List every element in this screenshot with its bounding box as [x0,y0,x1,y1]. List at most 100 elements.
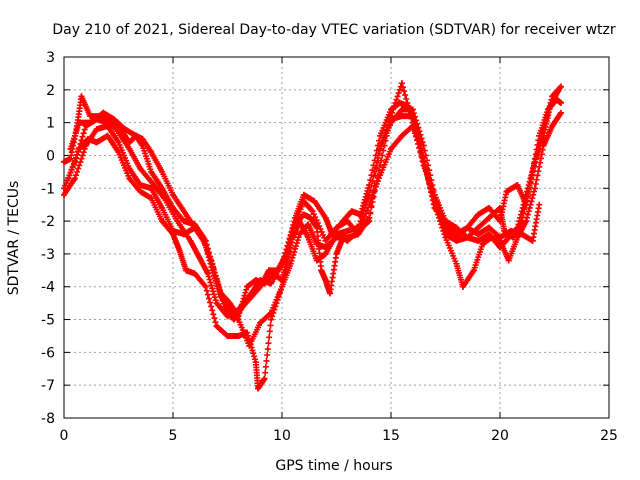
data-point [252,359,259,366]
data-point [115,139,122,146]
data-point [137,181,144,188]
x-tick-label: 0 [60,428,69,444]
data-point [126,175,133,182]
data-point [464,224,471,231]
data-point [226,300,233,307]
data-point [248,293,255,300]
y-tick-label: -8 [41,411,55,427]
data-point [475,211,482,218]
data-point [414,126,421,133]
y-tick-label: 2 [46,83,55,99]
data-point [196,254,203,261]
data-point [405,103,412,110]
data-point [329,231,336,238]
data-point [344,237,351,244]
data-point [202,237,209,244]
data-point [100,109,107,116]
data-point [501,227,508,234]
data-point [126,145,133,152]
data-point [497,204,503,211]
x-tick-label: 20 [491,428,509,444]
data-point [159,218,166,225]
data-point [176,247,183,254]
data-point [61,191,67,198]
y-tick-label: -5 [41,313,55,329]
data-point [505,234,512,241]
data-point [274,267,281,274]
data-point [268,280,275,287]
y-axis-label: SDTVAR / TECUs [6,181,22,296]
data-point [170,191,176,198]
data-point [104,119,111,126]
data-point [268,316,275,323]
data-point [357,211,364,218]
data-point [340,218,347,225]
data-point [93,126,100,133]
data-point [459,283,466,290]
data-point [213,300,220,307]
chart-title: Day 210 of 2021, Sidereal Day-to-day VTE… [52,22,616,38]
data-point [71,159,78,166]
data-point [283,250,290,257]
data-point [475,224,482,231]
data-point [503,188,510,195]
data-point [442,231,449,238]
data-point [486,224,493,231]
data-point [231,316,238,323]
data-point [148,195,155,202]
data-point [549,122,556,129]
data-point [311,198,318,205]
data-point [187,237,194,244]
data-point [326,290,333,297]
data-point [252,277,259,284]
y-tick-label: 3 [46,50,55,66]
data-point [61,159,67,166]
data-point [318,267,325,274]
data-point [322,237,329,244]
data-point [296,231,303,238]
data-point [398,106,405,113]
data-point [348,208,355,215]
data-point [76,119,83,126]
data-point [132,132,139,139]
data-point [549,93,556,100]
data-point [464,234,471,241]
data-point [398,113,405,120]
data-point [261,375,268,382]
y-tick-label: -7 [41,378,55,394]
data-point [333,234,340,241]
data-point [159,185,166,192]
data-point [148,168,155,175]
data-point [558,99,565,106]
data-point [122,126,129,133]
data-point [61,185,67,192]
data-point [497,244,503,251]
data-point [558,109,565,116]
data-point [183,267,190,274]
data-point [137,188,144,195]
data-point [126,139,133,146]
data-point [305,234,312,241]
data-point [388,145,394,152]
data-point [422,165,429,172]
data-point [377,132,384,139]
y-tick-label: -6 [41,345,55,361]
data-point [93,139,100,146]
data-point [475,237,482,244]
y-tick-label: -4 [41,280,55,296]
data-point [202,283,209,290]
data-point [180,208,187,215]
data-point [453,224,460,231]
data-point [486,204,493,211]
data-point [355,227,362,234]
data-point [540,126,547,133]
x-tick-label: 25 [600,428,618,444]
data-point [322,277,329,284]
data-point [486,231,493,238]
data-point [322,250,329,257]
data-point [87,113,94,120]
data-point [115,149,122,156]
data-point [174,218,181,225]
data-point [170,231,176,238]
